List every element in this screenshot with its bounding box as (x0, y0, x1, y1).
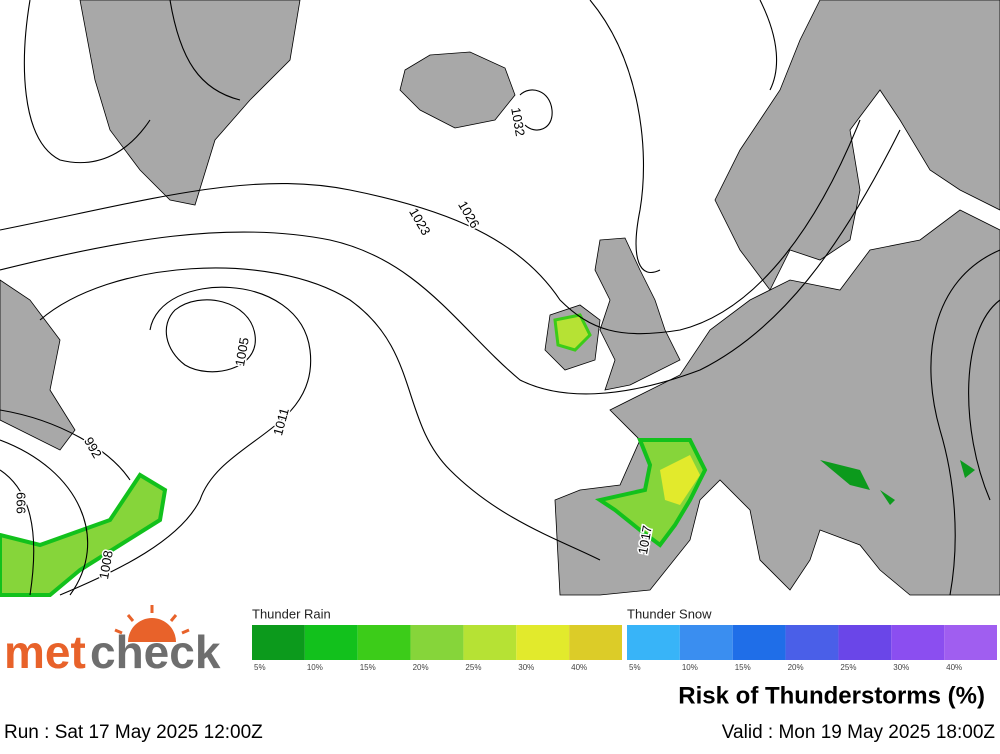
legend-swatch (944, 625, 997, 660)
legend-swatch (891, 625, 945, 660)
risk-area (553, 313, 592, 352)
isobar (0, 129, 901, 395)
isobar-label: 1008 (96, 549, 116, 580)
isobar (165, 299, 256, 373)
legend-label: 30% (518, 663, 534, 672)
logo-sun (128, 618, 176, 642)
scandinavia (714, 0, 1000, 291)
legend-label: 25% (465, 663, 481, 672)
isobar-label: 1005 (232, 336, 252, 367)
legend-swatch (252, 625, 305, 660)
legend-label: 5% (254, 663, 266, 672)
isobar (39, 267, 601, 561)
legend-title: Thunder Snow (627, 606, 712, 621)
legend-label: 40% (946, 663, 962, 672)
logo-rays (114, 605, 190, 635)
legend-swatch (357, 625, 411, 660)
isobar (59, 286, 312, 596)
legend-label: 20% (788, 663, 804, 672)
greenland (79, 0, 301, 206)
legend-swatch (410, 625, 464, 660)
risk-area (820, 460, 975, 505)
legend-label: 15% (735, 663, 751, 672)
isobar-label: 1017 (635, 524, 655, 555)
isobar (519, 89, 553, 131)
legend-title: Thunder Rain (252, 606, 331, 621)
isobar (589, 0, 778, 273)
legend-label: 40% (571, 663, 587, 672)
logo-met: met (4, 626, 86, 678)
legend-label: 10% (682, 663, 698, 672)
legend-swatch (569, 625, 622, 660)
canada (0, 279, 76, 451)
legend-label: 20% (413, 663, 429, 672)
legend-swatch (516, 625, 570, 660)
isobar-label: 1032 (508, 106, 528, 137)
uk (594, 237, 681, 391)
legend-swatch (732, 625, 786, 660)
legend-label: 30% (893, 663, 909, 672)
legend-swatch (679, 625, 733, 660)
legend-swatch (304, 625, 358, 660)
logo: met check (4, 605, 221, 678)
isobar (0, 409, 131, 596)
logo-check: check (90, 626, 221, 678)
legend-label: 5% (629, 663, 641, 672)
legend-swatch (463, 625, 517, 660)
isobar (23, 0, 241, 164)
isobar (930, 249, 1000, 596)
legend-swatch (838, 625, 892, 660)
risk-area (660, 455, 700, 505)
legend-swatch (627, 625, 680, 660)
legend-swatch (785, 625, 839, 660)
map: 1032 1026 1023 1005 1011 992 999 1008 10… (0, 0, 1000, 597)
run-time: Run : Sat 17 May 2025 12:00Z (4, 722, 263, 743)
isobar-label: 999 (13, 492, 28, 514)
legend-label: 10% (307, 663, 323, 672)
isobar (0, 119, 861, 335)
iceland (399, 51, 516, 129)
legend-label: 25% (840, 663, 856, 672)
map-title: Risk of Thunderstorms (%) (678, 682, 985, 709)
legend: 5% 10% 15% 20% 25% 30% 40% 5% 10% 15% 20% 25% 30% 40% (252, 625, 997, 672)
legend-label: 15% (360, 663, 376, 672)
valid-time: Valid : Mon 19 May 2025 18:00Z (722, 722, 996, 743)
